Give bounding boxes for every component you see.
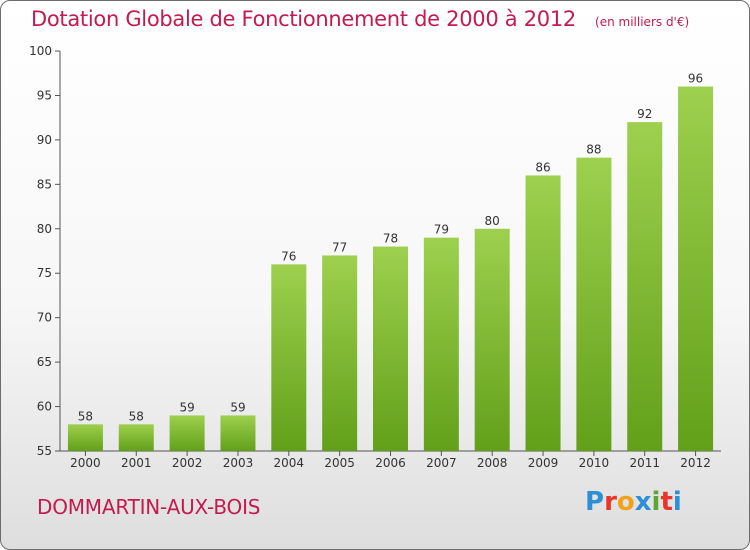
x-tick-label: 2002 (172, 456, 203, 470)
data-label: 59 (230, 400, 245, 414)
logo-letter: P (585, 487, 605, 517)
y-tick-label: 65 (37, 355, 52, 369)
chart-subtitle: (en milliers d'€) (595, 15, 690, 29)
data-label: 77 (332, 240, 347, 254)
bar (322, 255, 358, 451)
title-row: Dotation Globale de Fonctionnement de 20… (31, 7, 689, 31)
x-tick-label: 2007 (426, 456, 457, 470)
bar (271, 264, 307, 451)
logo-letter: o (616, 487, 635, 517)
data-label: 58 (129, 409, 144, 423)
data-label: 79 (434, 223, 449, 237)
x-tick-label: 2010 (579, 456, 610, 470)
bar (169, 415, 205, 451)
y-tick-label: 90 (37, 133, 52, 147)
data-label: 88 (586, 143, 601, 157)
logo-letter: r (604, 487, 617, 517)
data-label: 86 (535, 160, 550, 174)
y-tick-label: 55 (37, 444, 52, 458)
y-tick-label: 95 (37, 88, 52, 102)
y-tick-label: 80 (37, 222, 52, 236)
y-tick-label: 70 (37, 311, 52, 325)
y-tick-label: 75 (37, 266, 52, 280)
data-label: 76 (281, 249, 296, 263)
bar (220, 415, 256, 451)
data-label: 92 (637, 107, 652, 121)
logo-letter: x (634, 487, 652, 517)
proxiti-logo: Proxiti (585, 487, 682, 517)
logo-letter: i (672, 487, 682, 517)
x-tick-label: 2012 (680, 456, 711, 470)
data-label: 58 (78, 409, 93, 423)
bar (373, 246, 408, 451)
bar (678, 86, 714, 452)
chart-title: Dotation Globale de Fonctionnement de 20… (31, 7, 576, 31)
bar (423, 237, 459, 451)
bar (474, 228, 510, 451)
x-tick-label: 2003 (223, 456, 254, 470)
logo-letter: t (660, 487, 673, 517)
x-tick-label: 2004 (274, 456, 305, 470)
data-label: 78 (383, 232, 398, 246)
commune-name: DOMMARTIN-AUX-BOIS (37, 495, 261, 519)
x-tick-label: 2008 (477, 456, 508, 470)
x-tick-label: 2009 (528, 456, 559, 470)
bar (525, 175, 561, 451)
data-label: 59 (179, 400, 194, 414)
x-tick-label: 2011 (629, 456, 660, 470)
bar (118, 424, 154, 451)
logo-letter: i (651, 487, 661, 517)
bar (627, 122, 663, 451)
x-tick-label: 2006 (375, 456, 406, 470)
data-label: 80 (485, 214, 500, 228)
bar (576, 157, 612, 451)
x-tick-label: 2001 (121, 456, 152, 470)
x-tick-label: 2000 (70, 456, 101, 470)
y-tick-label: 85 (37, 177, 52, 191)
bar (67, 424, 103, 451)
y-tick-label: 60 (37, 400, 52, 414)
data-label: 96 (688, 72, 703, 86)
x-tick-label: 2005 (324, 456, 355, 470)
y-tick-label: 100 (29, 44, 52, 58)
